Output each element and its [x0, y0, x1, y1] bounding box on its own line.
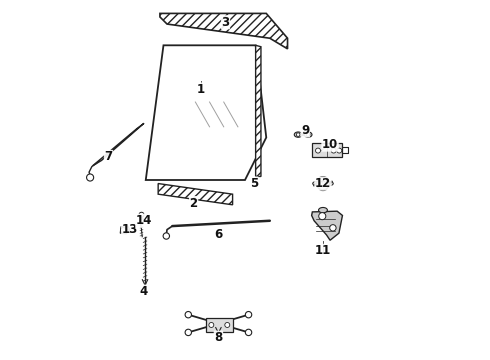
Text: 9: 9 — [301, 124, 309, 137]
Text: 5: 5 — [250, 177, 258, 190]
Text: 3: 3 — [221, 16, 230, 29]
Polygon shape — [146, 45, 266, 180]
Ellipse shape — [304, 132, 312, 137]
Text: 12: 12 — [315, 177, 331, 190]
Circle shape — [306, 133, 310, 136]
Circle shape — [317, 177, 329, 190]
Circle shape — [337, 148, 342, 153]
Circle shape — [318, 213, 326, 220]
Circle shape — [245, 311, 252, 318]
Circle shape — [87, 174, 94, 181]
Polygon shape — [158, 184, 233, 205]
FancyBboxPatch shape — [312, 144, 343, 157]
Text: 1: 1 — [196, 83, 205, 96]
Circle shape — [331, 148, 336, 153]
Ellipse shape — [319, 176, 327, 181]
Circle shape — [225, 323, 230, 328]
Circle shape — [209, 323, 214, 328]
Text: 11: 11 — [315, 244, 331, 257]
Polygon shape — [120, 225, 130, 234]
Polygon shape — [93, 123, 144, 166]
Text: 2: 2 — [190, 197, 197, 210]
Circle shape — [296, 133, 300, 136]
Circle shape — [139, 212, 144, 217]
Ellipse shape — [318, 207, 327, 213]
Polygon shape — [160, 13, 288, 49]
Text: 10: 10 — [322, 138, 338, 151]
Text: 4: 4 — [140, 285, 148, 298]
Ellipse shape — [313, 181, 320, 186]
Text: 6: 6 — [214, 229, 222, 242]
Text: 14: 14 — [136, 214, 152, 227]
Ellipse shape — [325, 181, 333, 186]
FancyBboxPatch shape — [206, 318, 233, 332]
Circle shape — [121, 228, 126, 233]
Circle shape — [330, 225, 336, 231]
Polygon shape — [312, 211, 343, 240]
Text: 8: 8 — [214, 331, 222, 344]
Circle shape — [185, 329, 192, 336]
Circle shape — [185, 311, 192, 318]
Circle shape — [320, 181, 325, 186]
Text: 7: 7 — [104, 150, 113, 163]
Circle shape — [245, 329, 252, 336]
Text: 13: 13 — [122, 223, 138, 236]
Ellipse shape — [294, 132, 302, 137]
Polygon shape — [256, 45, 261, 176]
Ellipse shape — [319, 186, 327, 191]
Circle shape — [316, 148, 320, 153]
Circle shape — [163, 233, 170, 239]
